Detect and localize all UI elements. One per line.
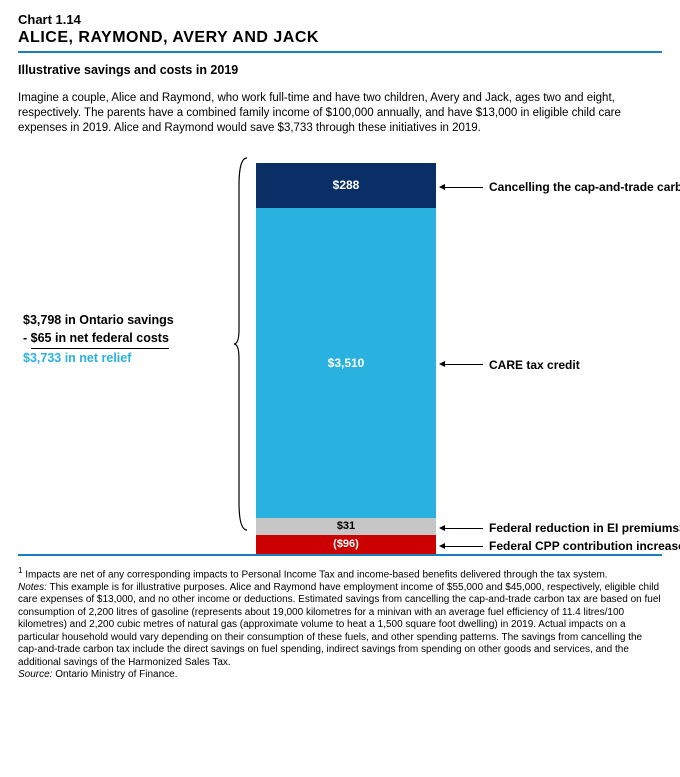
bar-segment: ($96)	[256, 535, 436, 554]
callout-label: Federal CPP contribution increase1	[443, 539, 680, 553]
footnotes: 1 Impacts are net of any corresponding i…	[18, 566, 662, 682]
bar-segment: $31	[256, 518, 436, 535]
chart-number: Chart 1.14	[18, 12, 662, 27]
notes-label: Notes:	[18, 582, 47, 593]
summary-federal-costs: $65 in net federal costs	[31, 329, 169, 349]
callout-text: Federal reduction in EI premiums	[489, 521, 679, 535]
notes-text: This example is for illustrative purpose…	[18, 582, 661, 668]
summary-net-relief: $3,733 in net relief	[23, 349, 174, 367]
arrow-icon	[443, 546, 483, 547]
bar-segment: $3,510	[256, 208, 436, 518]
bar-stack: $288$3,510$31($96)	[256, 163, 436, 554]
summary-minus: -	[23, 331, 31, 345]
source-text: Ontario Ministry of Finance.	[52, 669, 177, 680]
callout-label: Federal reduction in EI premiums1	[443, 521, 680, 535]
intro-paragraph: Imagine a couple, Alice and Raymond, who…	[18, 91, 662, 136]
bar-segment: $288	[256, 163, 436, 208]
source-label: Source:	[18, 669, 52, 680]
callout-text: Federal CPP contribution increase	[489, 539, 680, 553]
arrow-icon	[443, 528, 483, 529]
summary-label: $3,798 in Ontario savings - $65 in net f…	[23, 311, 174, 367]
stacked-bar-chart: $3,798 in Ontario savings - $65 in net f…	[18, 156, 662, 556]
subtitle: Illustrative savings and costs in 2019	[18, 63, 662, 77]
arrow-icon	[443, 364, 483, 365]
page-title: ALICE, RAYMOND, AVERY AND JACK	[18, 29, 662, 53]
callout-text: CARE tax credit	[489, 358, 580, 372]
callout-label: CARE tax credit	[443, 358, 580, 372]
arrow-icon	[443, 187, 483, 188]
callout-text: Cancelling the cap-and-trade carbon tax	[489, 180, 680, 194]
brace-icon	[233, 156, 249, 532]
summary-ontario-savings: $3,798 in Ontario savings	[23, 311, 174, 329]
callout-label: Cancelling the cap-and-trade carbon tax	[443, 180, 680, 194]
footnote-1-text: Impacts are net of any corresponding imp…	[22, 569, 607, 580]
